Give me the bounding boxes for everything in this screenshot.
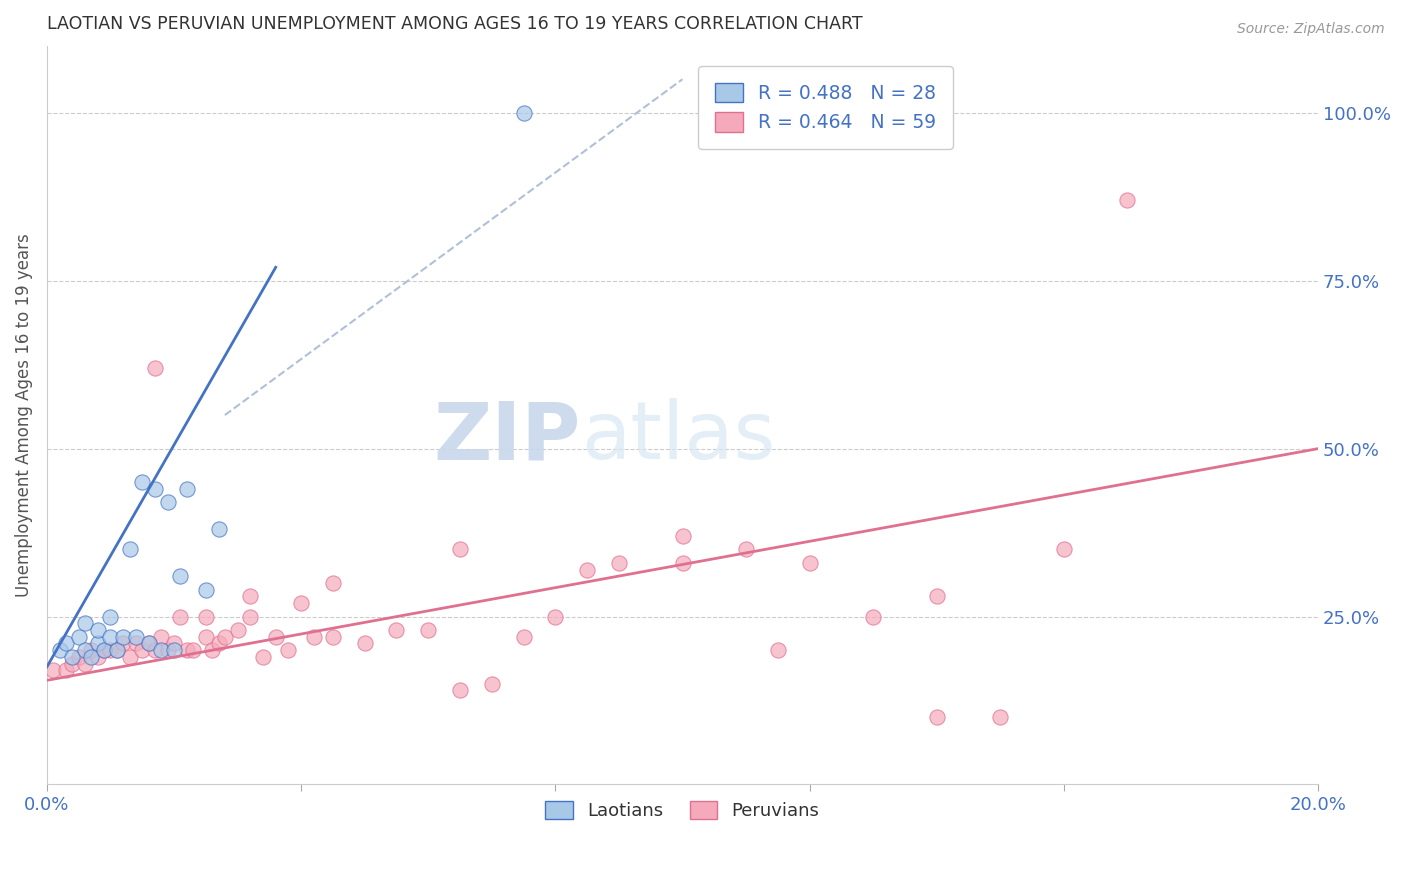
Point [207, 522, 229, 536]
Point [112, 630, 135, 644]
Point [181, 643, 204, 657]
Point [112, 636, 135, 650]
Point [735, 542, 758, 557]
Point [1053, 542, 1076, 557]
Point [105, 643, 128, 657]
Point [156, 495, 179, 509]
Point [67, 630, 90, 644]
Point [239, 609, 262, 624]
Point [80, 643, 103, 657]
Point [176, 482, 198, 496]
Point [80, 649, 103, 664]
Point [55, 663, 77, 677]
Point [799, 105, 821, 120]
Point [150, 643, 173, 657]
Point [862, 609, 884, 624]
Point [100, 609, 122, 624]
Point [143, 482, 166, 496]
Point [118, 542, 141, 557]
Point [322, 630, 344, 644]
Point [163, 636, 186, 650]
Point [226, 623, 249, 637]
Point [607, 556, 630, 570]
Point [131, 643, 153, 657]
Point [156, 643, 179, 657]
Point [125, 636, 148, 650]
Point [67, 649, 90, 664]
Point [87, 636, 110, 650]
Point [169, 569, 191, 583]
Point [100, 643, 122, 657]
Point [671, 556, 693, 570]
Point [73, 643, 96, 657]
Point [925, 710, 948, 724]
Point [55, 636, 77, 650]
Point [194, 609, 217, 624]
Point [169, 609, 191, 624]
Point [277, 643, 299, 657]
Point [302, 630, 325, 644]
Point [194, 630, 217, 644]
Point [239, 590, 262, 604]
Point [207, 636, 229, 650]
Point [150, 630, 173, 644]
Point [353, 636, 375, 650]
Point [576, 562, 599, 576]
Point [512, 630, 534, 644]
Point [799, 556, 821, 570]
Point [87, 623, 110, 637]
Point [418, 623, 440, 637]
Point [48, 643, 70, 657]
Text: LAOTIAN VS PERUVIAN UNEMPLOYMENT AMONG AGES 16 TO 19 YEARS CORRELATION CHART: LAOTIAN VS PERUVIAN UNEMPLOYMENT AMONG A… [46, 15, 862, 33]
Legend: Laotians, Peruvians: Laotians, Peruvians [538, 793, 827, 827]
Point [290, 596, 312, 610]
Point [93, 643, 115, 657]
Point [125, 630, 148, 644]
Y-axis label: Unemployment Among Ages 16 to 19 years: Unemployment Among Ages 16 to 19 years [15, 233, 32, 597]
Point [385, 623, 408, 637]
Point [73, 616, 96, 631]
Point [252, 649, 274, 664]
Point [214, 630, 236, 644]
Point [988, 710, 1011, 724]
Point [143, 361, 166, 376]
Point [163, 643, 186, 657]
Point [322, 576, 344, 591]
Point [87, 649, 110, 664]
Point [138, 636, 160, 650]
Point [93, 643, 115, 657]
Point [131, 475, 153, 490]
Point [42, 663, 65, 677]
Point [671, 529, 693, 543]
Point [449, 542, 471, 557]
Point [544, 609, 567, 624]
Point [143, 643, 166, 657]
Point [512, 105, 534, 120]
Point [105, 643, 128, 657]
Point [481, 676, 503, 690]
Point [60, 657, 83, 671]
Text: ZIP: ZIP [433, 398, 581, 476]
Point [264, 630, 287, 644]
Point [194, 582, 217, 597]
Point [176, 643, 198, 657]
Point [118, 649, 141, 664]
Point [925, 590, 948, 604]
Text: atlas: atlas [581, 398, 775, 476]
Point [138, 636, 160, 650]
Point [201, 643, 224, 657]
Point [766, 643, 789, 657]
Text: Source: ZipAtlas.com: Source: ZipAtlas.com [1237, 22, 1385, 37]
Point [1116, 193, 1139, 207]
Point [449, 683, 471, 698]
Point [100, 630, 122, 644]
Point [73, 657, 96, 671]
Point [60, 649, 83, 664]
